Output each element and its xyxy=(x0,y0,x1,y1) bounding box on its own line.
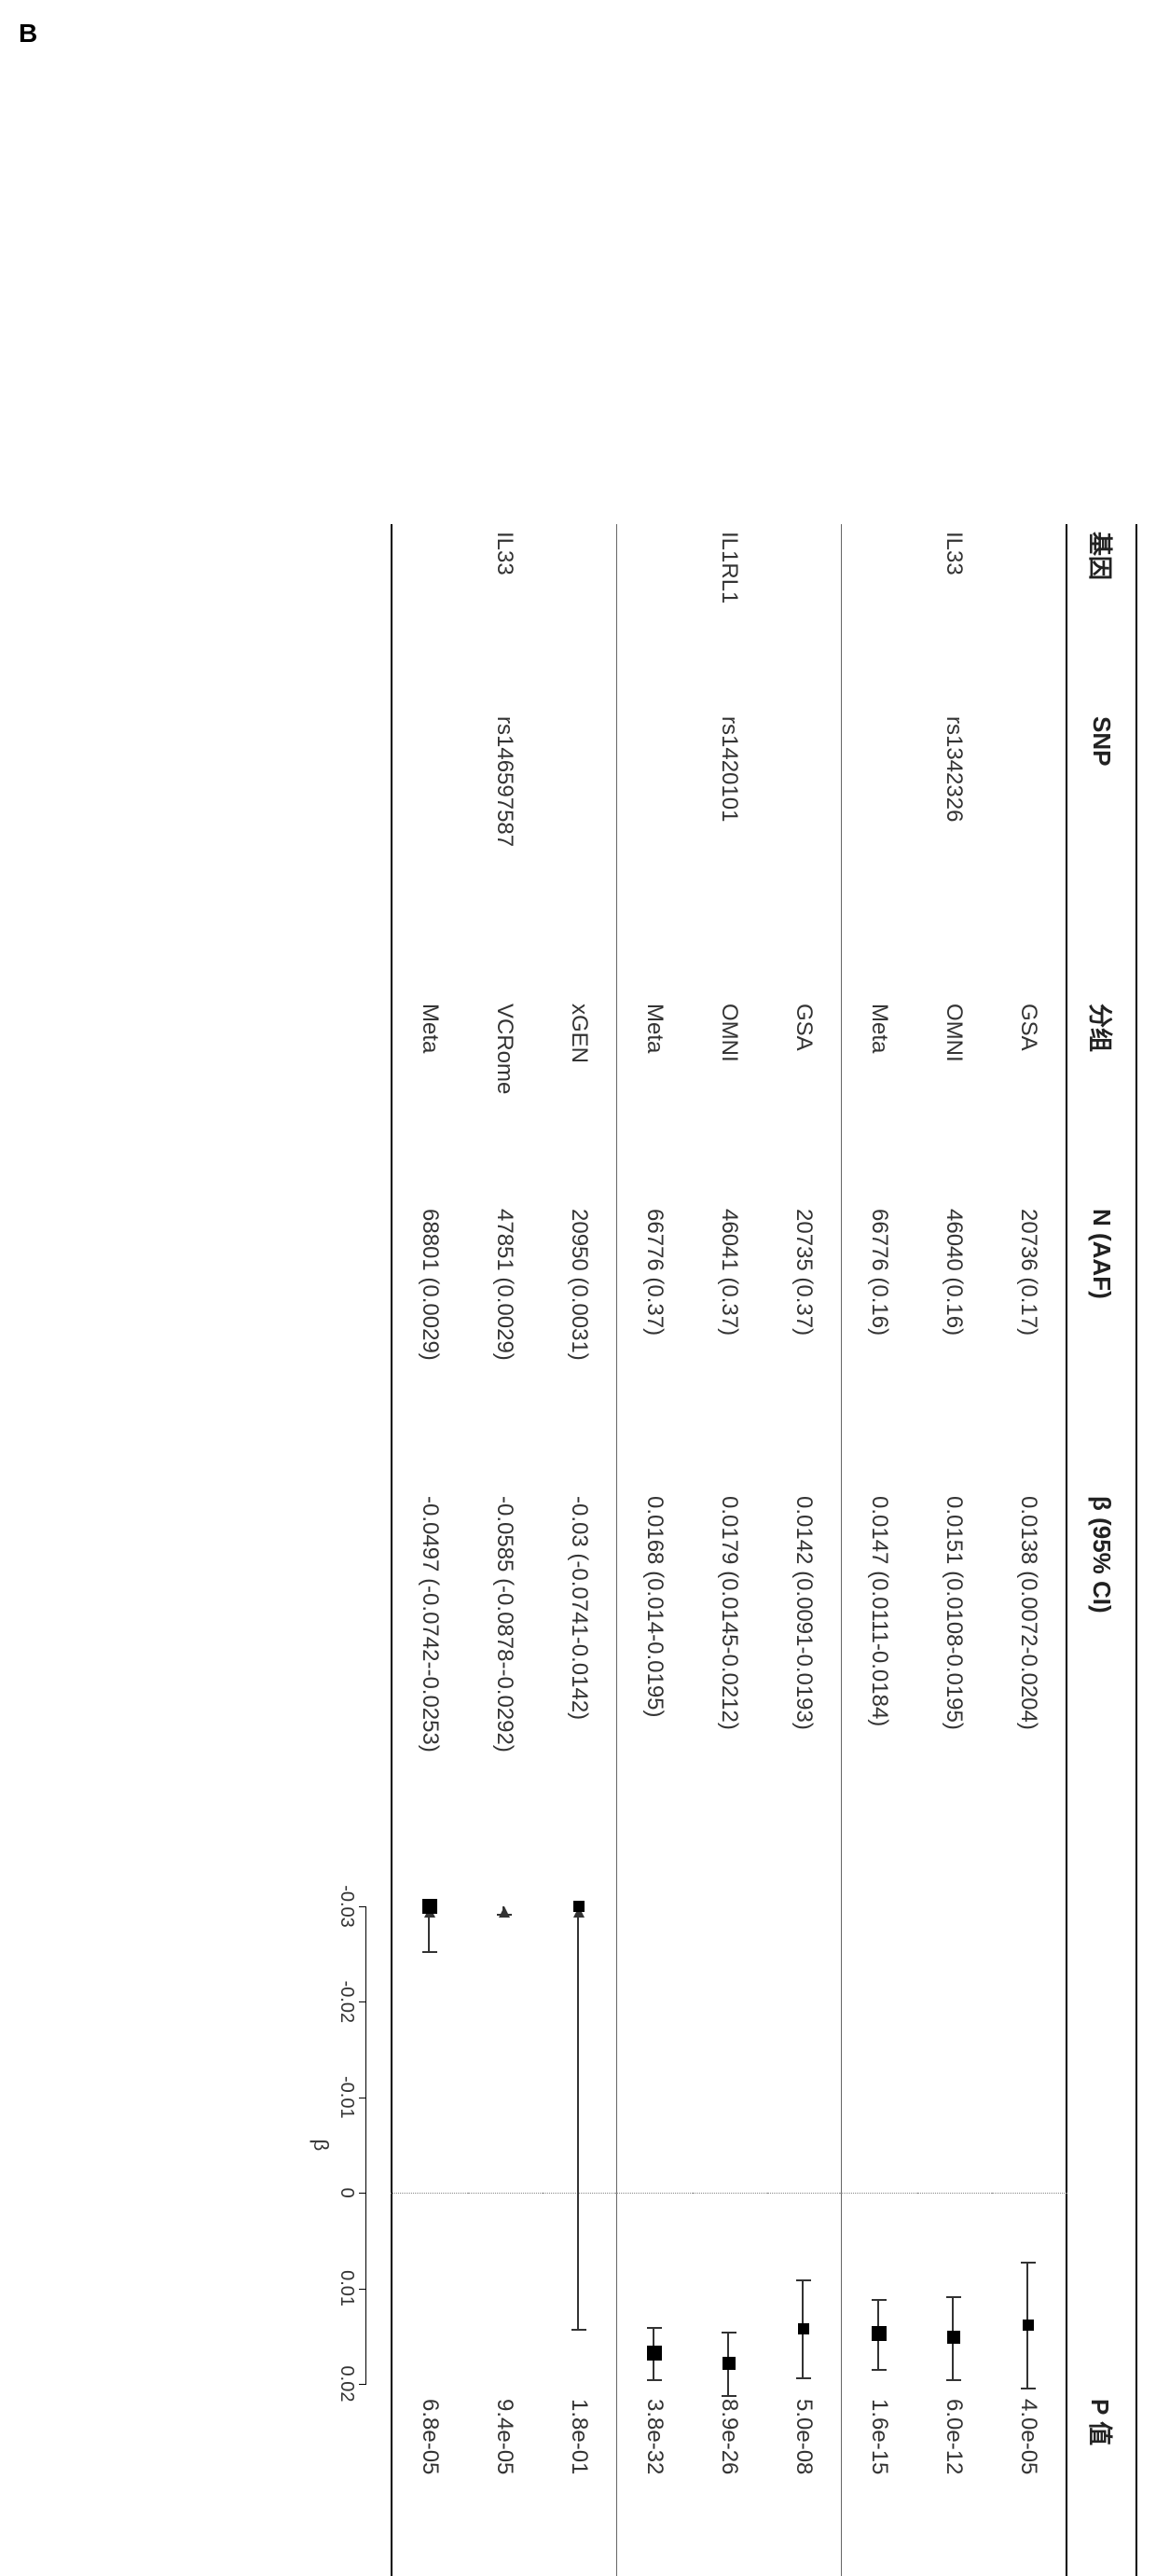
cell-beta-ci: 0.0142 (0.0091-0.0193) xyxy=(766,1489,842,1899)
cell-pvalue: 4.0e-05 xyxy=(991,2391,1067,2576)
plot-cell xyxy=(392,1899,467,2391)
cell-beta-ci: 0.0168 (0.014-0.0195) xyxy=(617,1489,693,1899)
forest-plot: 基因 SNP 分组 N (AAF) β (95% CI) P 值 GSA2073… xyxy=(19,524,1137,2576)
cell-n-aaf: 66776 (0.37) xyxy=(617,1201,693,1489)
col-n-aaf: N (AAF) xyxy=(1067,1201,1136,1489)
cell-pvalue: 3.8e-32 xyxy=(617,2391,693,2576)
cell-pvalue: 6.0e-12 xyxy=(916,2391,991,2576)
col-beta-ci: β (95% CI) xyxy=(1067,1489,1136,1899)
plot-cell xyxy=(842,1899,917,2391)
plot-cell xyxy=(991,1899,1067,2391)
cell-pvalue: 1.6e-15 xyxy=(842,2391,917,2576)
cell-pvalue: 5.0e-08 xyxy=(766,2391,842,2576)
col-pvalue: P 值 xyxy=(1067,2391,1136,2576)
cell-gene: IL1RL1 xyxy=(692,524,766,709)
col-snp: SNP xyxy=(1067,709,1136,996)
cell-snp xyxy=(991,709,1067,996)
cell-snp: rs146597587 xyxy=(467,709,542,996)
forest-table: 基因 SNP 分组 N (AAF) β (95% CI) P 值 GSA2073… xyxy=(286,524,1137,2576)
plot-cell xyxy=(542,1899,617,2391)
tick-label: 0.01 xyxy=(336,2270,357,2306)
cell-gene xyxy=(392,524,467,709)
plot-cell xyxy=(692,1899,766,2391)
tick-label: 0 xyxy=(336,2188,357,2198)
cell-n-aaf: 20735 (0.37) xyxy=(766,1201,842,1489)
cell-beta-ci: 0.0179 (0.0145-0.0212) xyxy=(692,1489,766,1899)
table-row: Meta68801 (0.0029)-0.0497 (-0.0742--0.02… xyxy=(392,524,467,2576)
cell-gene xyxy=(542,524,617,709)
cell-cohort: OMNI xyxy=(692,996,766,1201)
axis-cell: -0.03-0.02-0.0100.010.02β xyxy=(286,1899,392,2391)
cell-snp xyxy=(542,709,617,996)
cell-gene: IL33 xyxy=(916,524,991,709)
cell-gene: IL33 xyxy=(467,524,542,709)
table-row: GSA20735 (0.37)0.0142 (0.0091-0.0193) 5.0… xyxy=(766,524,842,2576)
cell-pvalue: 6.8e-05 xyxy=(392,2391,467,2576)
table-row: IL33rs1342326OMNI46040 (0.16)0.0151 (0.0… xyxy=(916,524,991,2576)
axis-title: β xyxy=(309,2140,333,2152)
cell-snp: rs1420101 xyxy=(692,709,766,996)
cell-n-aaf: 46040 (0.16) xyxy=(916,1201,991,1489)
axis-row: -0.03 -0.02 -0.01 0 0.01 0.02 β xyxy=(286,524,392,2576)
col-cohort: 分组 xyxy=(1067,996,1136,1201)
cell-cohort: GSA xyxy=(766,996,842,1201)
cell-gene xyxy=(617,524,693,709)
cell-beta-ci: -0.0585 (-0.0878--0.0292) xyxy=(467,1489,542,1899)
cell-gene xyxy=(766,524,842,709)
tick-label: 0.02 xyxy=(336,2366,357,2403)
cell-cohort: xGEN xyxy=(542,996,617,1201)
plot-cell xyxy=(916,1899,991,2391)
cell-pvalue: 1.8e-01 xyxy=(542,2391,617,2576)
cell-n-aaf: 20736 (0.17) xyxy=(991,1201,1067,1489)
table-row: Meta66776 (0.37)0.0168 (0.014-0.0195) 3.8… xyxy=(617,524,693,2576)
cell-n-aaf: 46041 (0.37) xyxy=(692,1201,766,1489)
table-row: Meta66776 (0.16)0.0147 (0.0111-0.0184) 1.… xyxy=(842,524,917,2576)
cell-beta-ci: -0.03 (-0.0741-0.0142) xyxy=(542,1489,617,1899)
cell-cohort: Meta xyxy=(392,996,467,1201)
col-plot xyxy=(1067,1899,1136,2391)
cell-cohort: OMNI xyxy=(916,996,991,1201)
cell-cohort: Meta xyxy=(842,996,917,1201)
cell-snp: rs1342326 xyxy=(916,709,991,996)
cell-pvalue: 8.9e-26 xyxy=(692,2391,766,2576)
cell-pvalue: 9.4e-05 xyxy=(467,2391,542,2576)
plot-cell xyxy=(766,1899,842,2391)
cell-n-aaf: 20950 (0.0031) xyxy=(542,1201,617,1489)
table-row: IL1RL1rs1420101OMNI46041 (0.37)0.0179 (0… xyxy=(692,524,766,2576)
cell-beta-ci: 0.0138 (0.0072-0.0204) xyxy=(991,1489,1067,1899)
cell-n-aaf: 68801 (0.0029) xyxy=(392,1201,467,1489)
tick-label: -0.01 xyxy=(336,2076,357,2119)
cell-n-aaf: 47851 (0.0029) xyxy=(467,1201,542,1489)
cell-gene xyxy=(842,524,917,709)
tick-label: -0.02 xyxy=(336,1981,357,2024)
cell-snp xyxy=(766,709,842,996)
table-row: xGEN20950 (0.0031)-0.03 (-0.0741-0.0142)… xyxy=(542,524,617,2576)
cell-n-aaf: 66776 (0.16) xyxy=(842,1201,917,1489)
cell-beta-ci: 0.0147 (0.0111-0.0184) xyxy=(842,1489,917,1899)
table-row: IL33rs146597587VCRome47851 (0.0029)-0.05… xyxy=(467,524,542,2576)
cell-beta-ci: -0.0497 (-0.0742--0.0253) xyxy=(392,1489,467,1899)
cell-gene xyxy=(991,524,1067,709)
cell-snp xyxy=(392,709,467,996)
cell-snp xyxy=(617,709,693,996)
cell-snp xyxy=(842,709,917,996)
cell-beta-ci: 0.0151 (0.0108-0.0195) xyxy=(916,1489,991,1899)
panel-label: B xyxy=(19,19,1137,48)
table-row: GSA20736 (0.17)0.0138 (0.0072-0.0204) 4.0… xyxy=(991,524,1067,2576)
tick-label: -0.03 xyxy=(336,1885,357,1928)
plot-cell xyxy=(467,1899,542,2391)
plot-cell xyxy=(617,1899,693,2391)
col-gene: 基因 xyxy=(1067,524,1136,709)
header-row: 基因 SNP 分组 N (AAF) β (95% CI) P 值 xyxy=(1067,524,1136,2576)
cell-cohort: Meta xyxy=(617,996,693,1201)
cell-cohort: GSA xyxy=(991,996,1067,1201)
cell-cohort: VCRome xyxy=(467,996,542,1201)
